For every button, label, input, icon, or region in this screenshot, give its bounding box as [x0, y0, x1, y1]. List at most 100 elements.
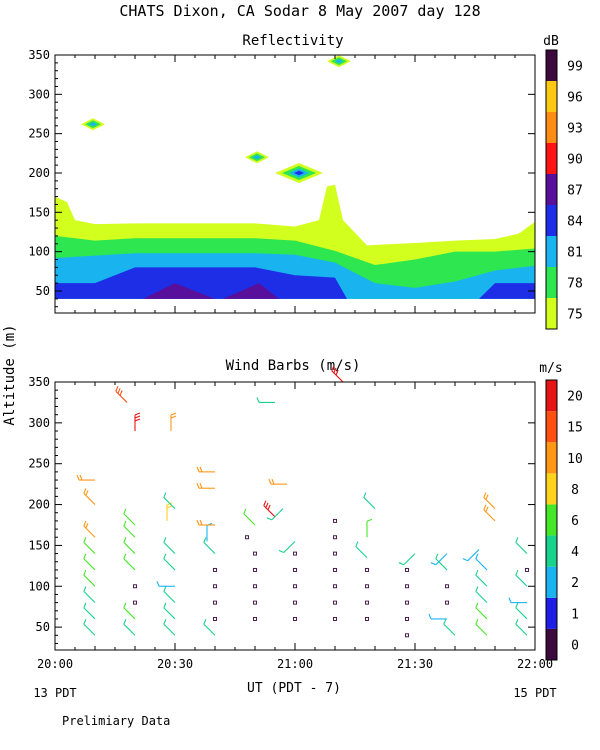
wind-barb-flag	[475, 586, 479, 592]
wind-frame	[54, 381, 536, 651]
wind-barb	[83, 618, 96, 636]
calm-wind-marker	[405, 567, 409, 572]
wind-barb-flag	[366, 518, 373, 522]
wind-barb-staff	[443, 623, 456, 636]
wind-colorbar-swatch	[546, 380, 557, 412]
wind-barb	[83, 569, 96, 587]
wind-barb-flag	[203, 537, 207, 543]
calm-wind-marker	[333, 567, 337, 572]
x-axis-label: UT (PDT - 7)	[247, 681, 341, 696]
wind-barb	[256, 397, 275, 403]
wind-barb-flag	[83, 586, 87, 592]
reflectivity-title: Reflectivity	[242, 33, 343, 49]
wind-colorbar-swatch	[546, 597, 557, 629]
wind-barb-flag	[363, 492, 367, 498]
wind-x-tick-label: 21:30	[397, 657, 433, 671]
wind-barb-flag	[475, 569, 479, 576]
wind-barb-flag	[117, 388, 121, 394]
reflectivity-y-tick-label: 250	[28, 127, 50, 141]
wind-colorbar-swatch	[546, 442, 557, 474]
wind-barb-staff	[123, 541, 136, 554]
calm-wind-marker	[333, 617, 337, 621]
echo-blob-3-contour-4	[294, 170, 304, 176]
wind-barb-staff	[283, 540, 296, 553]
calm-wind-marker	[365, 567, 369, 572]
wind-barb	[203, 618, 216, 636]
reflectivity-peak-patch-1	[143, 283, 215, 299]
wind-barb-flag	[268, 478, 272, 485]
reflectivity-axes: 50 100 150 200 250 300 350	[28, 48, 536, 314]
wind-barb	[475, 618, 488, 636]
wind-barb	[443, 618, 456, 636]
wind-barb-flag	[196, 519, 200, 526]
wind-barb-staff	[355, 546, 368, 559]
wind-barb-staff	[475, 623, 488, 636]
calm-wind-marker	[365, 617, 369, 621]
wind-barb	[170, 412, 177, 432]
wind-barb-flag	[515, 569, 519, 576]
wind-x-tick-label: 22:00	[517, 657, 553, 671]
wind-barb-flag	[163, 553, 167, 559]
wind-colorbar: 0 1 2 4 6 8 10 15 20	[545, 379, 583, 661]
wind-barb-flag	[508, 597, 512, 603]
wind-colorbar-swatch	[546, 566, 557, 598]
wind-barb-flag	[355, 541, 359, 547]
reflectivity-colorbar-tick-label: 75	[567, 308, 583, 323]
wind-barb-staff	[515, 541, 528, 554]
wind-barb	[398, 553, 416, 566]
wind-barb	[475, 553, 488, 571]
wind-barb-flag	[515, 602, 519, 608]
y-axis-label: Altitude (m)	[2, 324, 18, 425]
wind-y-tick-label: 350	[28, 375, 50, 389]
wind-barb	[355, 541, 368, 559]
wind-barb-flag	[76, 474, 80, 481]
wind-barb-flag	[83, 520, 87, 527]
wind-barb-staff	[467, 549, 480, 562]
wind-y-tick-label: 300	[28, 416, 50, 430]
calm-wind-marker	[253, 567, 257, 572]
calm-wind-marker	[405, 600, 409, 605]
wind-plot-area	[76, 365, 529, 638]
reflectivity-colorbar-swatch	[546, 143, 557, 174]
calm-wind-marker	[253, 617, 257, 621]
wind-barb-staff	[123, 558, 136, 571]
wind-barb-flag	[331, 365, 335, 372]
wind-barb-staff	[403, 553, 416, 566]
calm-wind-marker	[365, 600, 369, 605]
wind-barb-flag	[196, 466, 200, 473]
wind-barb	[163, 618, 176, 636]
reflectivity-colorbar-tick-label: 96	[567, 91, 583, 106]
calm-wind-marker	[333, 600, 337, 605]
wind-barb-flag	[123, 537, 127, 543]
wind-barb-flag	[83, 488, 87, 494]
wind-barb-flag	[123, 508, 127, 515]
wind-barb	[268, 478, 287, 485]
wind-barb-staff	[83, 492, 96, 505]
wind-barb	[206, 522, 213, 542]
wind-colorbar-tick-label: 20	[567, 390, 583, 405]
reflectivity-colorbar-tick-label: 81	[567, 246, 583, 261]
reflectivity-colorbar-swatch	[546, 267, 557, 298]
wind-barb-staff	[243, 513, 256, 526]
wind-barb-flag	[263, 500, 267, 506]
reflectivity-colorbar-swatch	[546, 174, 557, 205]
wind-barb	[196, 483, 215, 489]
wind-colorbar-swatch	[546, 504, 557, 536]
reflectivity-colorbar-swatch	[546, 205, 557, 236]
wind-barb-flag	[515, 537, 519, 543]
wind-barb-staff	[123, 607, 136, 620]
reflectivity-colorbar-tick-label: 99	[567, 60, 583, 75]
calm-wind-marker	[253, 600, 257, 605]
wind-barb-staff	[83, 541, 96, 554]
wind-barb-flag	[203, 618, 207, 625]
wind-barb	[83, 537, 96, 554]
wind-colorbar-frame	[545, 379, 558, 661]
wind-barb-flag	[278, 549, 285, 554]
wind-barb-flag	[267, 504, 271, 511]
wind-barb-staff	[83, 607, 96, 620]
wind-barb	[331, 365, 344, 383]
calm-wind-marker	[133, 584, 137, 589]
wind-colorbar-swatch	[546, 411, 557, 443]
wind-barb-flag	[435, 553, 439, 559]
wind-barb-flag	[123, 520, 127, 527]
